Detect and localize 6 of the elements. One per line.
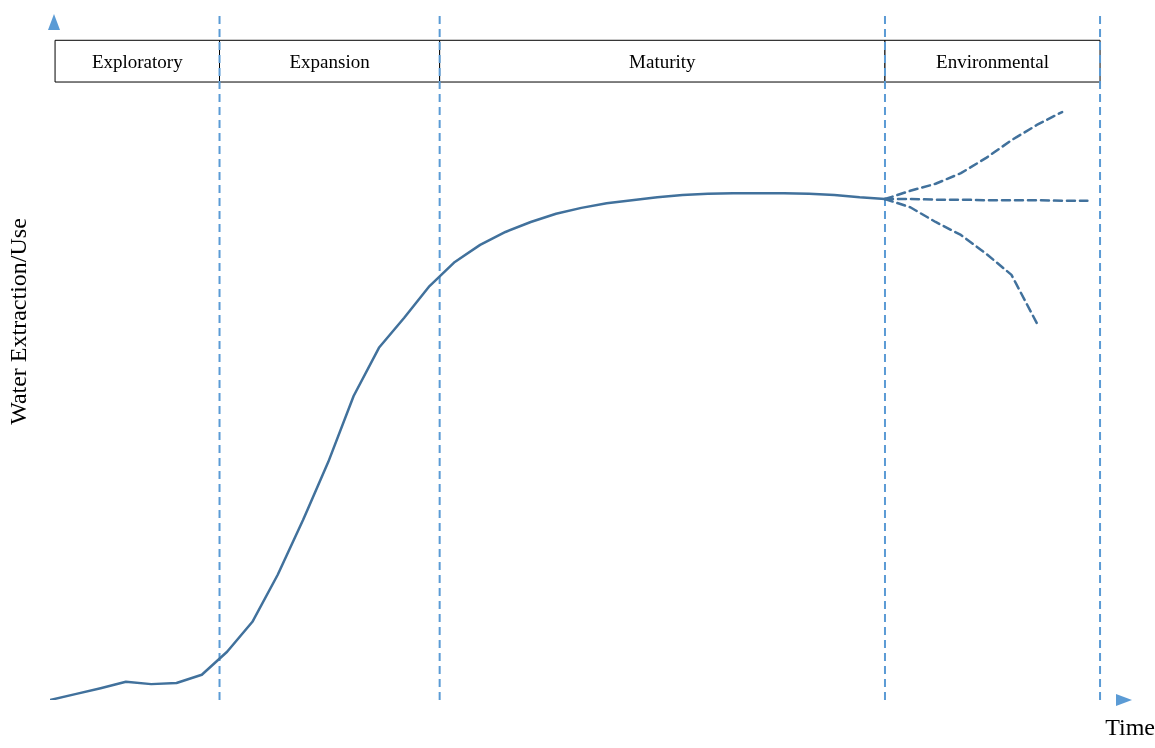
y-axis-title: Water Extraction/Use bbox=[4, 217, 32, 427]
x-axis-title: Time bbox=[1105, 714, 1155, 741]
text: Expansion bbox=[289, 50, 371, 72]
text: Environmental bbox=[936, 50, 1049, 72]
text: Maturity bbox=[629, 50, 697, 72]
text: Exploratory bbox=[91, 50, 184, 72]
